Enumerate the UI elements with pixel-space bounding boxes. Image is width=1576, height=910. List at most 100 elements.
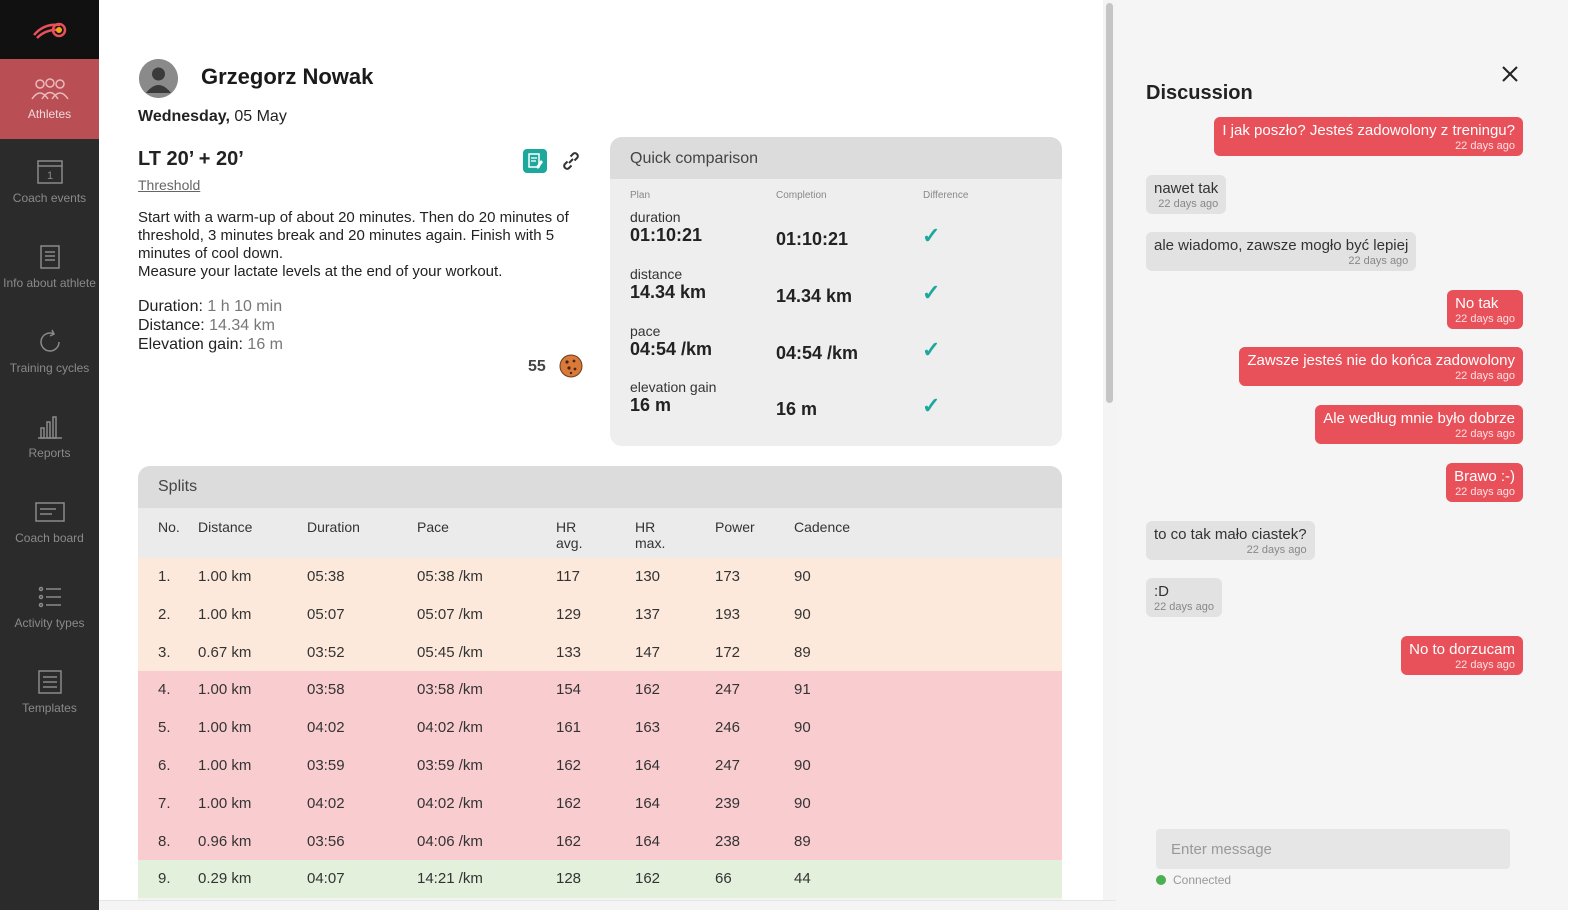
message-text: ale wiadomo, zawsze mogło być lepiej xyxy=(1154,237,1409,254)
app-logo[interactable] xyxy=(0,0,99,59)
col-difference: Difference xyxy=(923,190,969,201)
edit-note-button[interactable] xyxy=(523,149,547,173)
cell-duration: 03:56 xyxy=(307,832,345,850)
cookie-icon xyxy=(559,354,583,378)
connection-status: Connected xyxy=(1173,873,1232,887)
sidebar-item-athletes[interactable]: Athletes xyxy=(0,59,99,139)
cell-no: 7. xyxy=(158,794,171,812)
comparison-label: distance xyxy=(630,266,683,282)
discussion-panel: Discussion I jak poszło? Jesteś zadowolo… xyxy=(1116,0,1568,910)
athlete-name: Grzegorz Nowak xyxy=(201,64,374,89)
comparison-completion: 14.34 km xyxy=(776,286,853,306)
cell-power: 247 xyxy=(715,756,741,774)
connection-status-dot xyxy=(1156,875,1166,885)
bar-chart-icon xyxy=(37,415,62,439)
cell-hr-max: 147 xyxy=(635,643,661,661)
close-button[interactable] xyxy=(1500,64,1520,84)
message-text: Brawo :-) xyxy=(1454,468,1515,485)
cell-cadence: 89 xyxy=(794,643,811,661)
cell-cadence: 90 xyxy=(794,605,811,623)
message-input[interactable] xyxy=(1156,829,1510,869)
athletes-icon xyxy=(30,78,69,100)
table-row[interactable]: 2. 1.00 km 05:07 05:07 /km 129 137 193 90 xyxy=(138,595,1062,634)
cell-distance: 1.00 km xyxy=(198,794,252,812)
sidebar-item-reports[interactable]: Reports xyxy=(0,394,99,479)
horizontal-scrollbar[interactable] xyxy=(99,900,1129,910)
main-scrollbar-thumb[interactable] xyxy=(1106,3,1113,403)
link-button[interactable] xyxy=(559,149,583,173)
discussion-title: Discussion xyxy=(1146,82,1253,104)
cookie-button[interactable] xyxy=(559,354,583,378)
comparison-completion: 16 m xyxy=(776,399,818,419)
sidebar-item-coach-board[interactable]: Coach board xyxy=(0,479,99,564)
cell-cadence: 90 xyxy=(794,756,811,774)
sidebar-item-coach-events[interactable]: 1 Coach events xyxy=(0,139,99,224)
cell-duration: 03:59 xyxy=(307,756,345,774)
check-icon: ✓ xyxy=(922,337,941,362)
table-row[interactable]: 3. 0.67 km 03:52 05:45 /km 133 147 172 89 xyxy=(138,633,1062,672)
table-row[interactable]: 9. 0.29 km 04:07 14:21 /km 128 162 66 44 xyxy=(138,860,1062,899)
message-incoming: nawet tak 22 days ago xyxy=(1146,175,1227,214)
table-row[interactable]: 4. 1.00 km 03:58 03:58 /km 154 162 247 91 xyxy=(138,671,1062,710)
quick-comparison-card: Quick comparison Plan Completion Differe… xyxy=(610,137,1062,446)
message-time: 22 days ago xyxy=(1246,544,1307,556)
comparison-label: duration xyxy=(630,209,681,225)
message-time: 22 days ago xyxy=(1455,370,1515,382)
duration-label: Duration: xyxy=(138,298,203,315)
message-time: 22 days ago xyxy=(1455,659,1515,671)
distance-value: 14.34 km xyxy=(209,317,275,334)
sidebar-item-training-cycles[interactable]: Training cycles xyxy=(0,309,99,394)
table-row[interactable]: 8. 0.96 km 03:56 04:06 /km 162 164 238 89 xyxy=(138,822,1062,861)
cell-no: 6. xyxy=(158,756,171,774)
table-row[interactable]: 6. 1.00 km 03:59 03:59 /km 162 164 247 90 xyxy=(138,746,1062,785)
comparison-row-elevation: elevation gain 16 m 16 m ✓ xyxy=(630,379,1050,419)
workout-type-link[interactable]: Threshold xyxy=(138,177,201,193)
cell-hr-avg: 117 xyxy=(556,568,580,585)
comparison-completion: 01:10:21 xyxy=(776,229,849,249)
cell-distance: 0.96 km xyxy=(198,832,252,850)
cell-duration: 05:07 xyxy=(307,605,345,623)
sidebar-item-info-about-athlete[interactable]: Info about athlete xyxy=(0,224,99,309)
header-pace: Pace xyxy=(417,519,449,535)
check-icon: ✓ xyxy=(922,280,941,305)
check-icon: ✓ xyxy=(922,393,941,418)
cell-power: 238 xyxy=(715,832,741,850)
sidebar-item-label: Reports xyxy=(28,445,71,460)
cell-no: 8. xyxy=(158,832,171,850)
message-text: nawet tak xyxy=(1154,180,1219,197)
cell-hr-max: 164 xyxy=(635,832,661,850)
sidebar-item-label: Coach events xyxy=(12,190,87,205)
cell-pace: 05:07 /km xyxy=(417,605,483,623)
svg-text:1: 1 xyxy=(46,170,52,182)
cell-power: 247 xyxy=(715,681,741,699)
message-outgoing: Zawsze jesteś nie do końca zadowolony 22 … xyxy=(1239,347,1523,386)
close-icon xyxy=(1502,66,1518,82)
message-outgoing: Brawo :-) 22 days ago xyxy=(1446,463,1523,502)
avatar[interactable] xyxy=(139,59,178,98)
sidebar-item-templates[interactable]: Templates xyxy=(0,649,99,734)
sidebar-item-label: Info about athlete xyxy=(3,275,96,290)
cell-hr-max: 164 xyxy=(635,756,661,774)
comparison-row-duration: duration 01:10:21 01:10:21 ✓ xyxy=(630,209,1050,249)
comparison-row-distance: distance 14.34 km 14.34 km ✓ xyxy=(630,266,1050,306)
message-time: 22 days ago xyxy=(1154,601,1214,613)
cell-duration: 03:58 xyxy=(307,681,345,699)
workout-date: Wednesday, 05 May xyxy=(138,108,287,126)
cell-hr-avg: 129 xyxy=(556,605,582,623)
description-text-2: Measure your lactate levels at the end o… xyxy=(138,263,503,280)
sidebar-item-label: Athletes xyxy=(27,107,72,121)
cell-distance: 0.67 km xyxy=(198,643,252,661)
cell-pace: 04:06 /km xyxy=(417,832,483,850)
table-row[interactable]: 7. 1.00 km 04:02 04:02 /km 162 164 239 90 xyxy=(138,784,1062,823)
cell-no: 2. xyxy=(158,605,171,623)
table-row[interactable]: 5. 1.00 km 04:02 04:02 /km 161 163 246 90 xyxy=(138,709,1062,747)
cell-hr-max: 130 xyxy=(635,568,661,585)
comparison-row-pace: pace 04:54 /km 04:54 /km ✓ xyxy=(630,323,1050,363)
message-text: I jak poszło? Jesteś zadowolony z trenin… xyxy=(1222,122,1515,139)
cell-pace: 14:21 /km xyxy=(417,870,483,888)
sidebar-item-activity-types[interactable]: Activity types xyxy=(0,564,99,649)
table-row[interactable]: 1. 1.00 km 05:38 05:38 /km 117 130 173 90 xyxy=(138,558,1062,596)
message-incoming: to co tak mało ciastek? 22 days ago xyxy=(1146,521,1315,560)
logo-icon xyxy=(32,22,66,39)
cell-duration: 05:38 xyxy=(307,568,345,585)
